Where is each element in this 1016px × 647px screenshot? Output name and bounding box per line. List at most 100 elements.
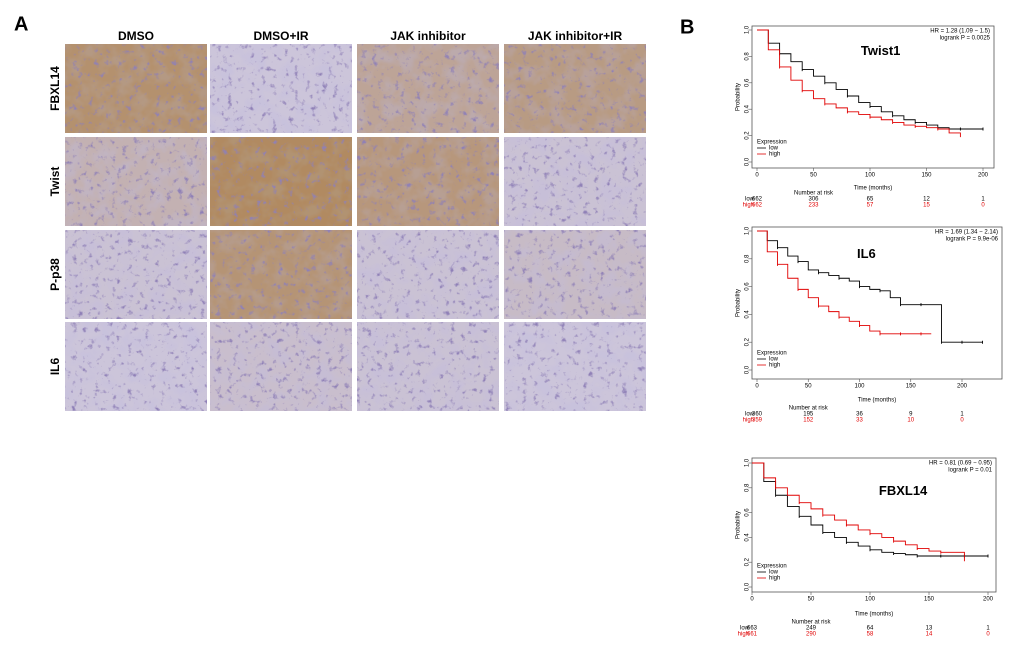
- y-tick-label: 1.0: [745, 458, 751, 467]
- micrograph-tile: [210, 137, 352, 226]
- y-tick-label: 0.6: [745, 282, 751, 291]
- micrograph-tile: [65, 137, 207, 226]
- chart-title: Twist1: [861, 43, 901, 58]
- risk-count: 661: [747, 632, 758, 638]
- risk-count: 9: [909, 412, 913, 418]
- risk-count: 663: [747, 626, 758, 632]
- risk-row-label: high: [743, 418, 754, 424]
- x-tick-label: 150: [924, 597, 935, 603]
- risk-row-label: low: [740, 626, 750, 632]
- x-tick-label: 100: [865, 597, 876, 603]
- y-axis-label: Probability: [736, 511, 742, 539]
- micrograph-tile: [504, 137, 646, 226]
- y-tick-label: 0.8: [745, 52, 751, 61]
- micrograph-tile: [65, 322, 207, 411]
- y-tick-label: 0.0: [745, 157, 751, 166]
- plot-frame: [751, 226, 1003, 380]
- x-axis-label: Time (months): [854, 186, 892, 192]
- risk-count: 306: [808, 197, 819, 203]
- risk-row-label: low: [745, 197, 755, 203]
- x-tick-label: 200: [957, 384, 968, 390]
- legend-label: high: [769, 363, 780, 369]
- risk-count: 0: [981, 203, 985, 209]
- micrograph-tile: [210, 44, 352, 133]
- annotation: HR = 1.28 (1.09 − 1.5): [930, 29, 990, 35]
- risk-count: 58: [867, 632, 874, 638]
- risk-title: Number at risk: [791, 620, 831, 626]
- risk-count: 1: [981, 197, 985, 203]
- risk-count: 57: [867, 203, 874, 209]
- risk-count: 13: [926, 626, 933, 632]
- risk-title: Number at risk: [789, 406, 829, 412]
- plot-frame: [751, 25, 995, 169]
- y-tick-label: 0.0: [745, 365, 751, 374]
- y-tick-label: 0.2: [745, 557, 751, 566]
- risk-count: 249: [806, 626, 817, 632]
- legend-label: high: [769, 152, 780, 158]
- column-header: JAK inhibitor+IR: [528, 29, 623, 43]
- y-tick-label: 0.6: [745, 78, 751, 87]
- risk-count: 152: [803, 418, 814, 424]
- risk-count: 360: [752, 412, 763, 418]
- risk-count: 12: [923, 197, 930, 203]
- risk-count: 10: [907, 418, 914, 424]
- annotation: HR = 0.81 (0.69 − 0.95): [929, 461, 992, 467]
- annotation: logrank P = 9.9e-06: [946, 237, 999, 243]
- x-axis-label: Time (months): [858, 398, 896, 404]
- legend-title: Expression: [757, 564, 787, 570]
- legend-title: Expression: [757, 351, 787, 357]
- x-tick-label: 0: [755, 173, 759, 179]
- column-header: DMSO: [118, 29, 154, 43]
- micrograph-tile: [504, 44, 646, 133]
- x-tick-label: 150: [921, 173, 932, 179]
- risk-count: 662: [752, 203, 763, 209]
- risk-count: 233: [808, 203, 819, 209]
- x-tick-label: 200: [983, 597, 994, 603]
- row-header: IL6: [48, 358, 62, 376]
- y-tick-label: 1.0: [745, 226, 751, 235]
- chart-title: IL6: [857, 246, 876, 261]
- annotation: logrank P = 0.0025: [940, 36, 991, 42]
- y-axis-label: Probability: [736, 289, 742, 317]
- legend-label: high: [769, 576, 780, 582]
- micrograph-tile: [504, 322, 646, 411]
- micrograph-tile: [357, 137, 499, 226]
- risk-count: 64: [867, 626, 874, 632]
- risk-count: 0: [960, 418, 964, 424]
- x-tick-label: 50: [810, 173, 817, 179]
- legend-label: low: [769, 357, 779, 363]
- risk-count: 662: [752, 197, 763, 203]
- y-tick-label: 1.0: [745, 25, 751, 34]
- micrograph-tile: [65, 230, 207, 319]
- row-header: FBXL14: [48, 66, 62, 111]
- risk-count: 290: [806, 632, 817, 638]
- risk-count: 195: [803, 412, 814, 418]
- x-tick-label: 150: [906, 384, 917, 390]
- legend-label: low: [769, 570, 779, 576]
- risk-count: 1: [986, 626, 990, 632]
- micrograph-tile: [357, 322, 499, 411]
- y-axis-label: Probability: [736, 83, 742, 111]
- y-tick-label: 0.0: [745, 582, 751, 591]
- risk-count: 0: [986, 632, 990, 638]
- legend-label: low: [769, 146, 779, 152]
- risk-count: 14: [926, 632, 933, 638]
- x-axis-label: Time (months): [855, 612, 893, 618]
- y-tick-label: 0.4: [745, 104, 751, 113]
- plot-frame: [751, 457, 997, 593]
- micrograph-tile: [210, 230, 352, 319]
- annotation: HR = 1.69 (1.34 − 2.14): [935, 230, 998, 236]
- risk-count: 65: [867, 197, 874, 203]
- risk-count: 15: [923, 203, 930, 209]
- micrograph-tile: [504, 230, 646, 319]
- micrograph-tile: [357, 230, 499, 319]
- x-tick-label: 0: [750, 597, 754, 603]
- micrograph-tile: [357, 44, 499, 133]
- y-tick-label: 0.8: [745, 483, 751, 492]
- row-header: Twist: [48, 167, 62, 197]
- y-tick-label: 0.2: [745, 337, 751, 346]
- micrograph-tile: [210, 322, 352, 411]
- panel-label: B: [680, 16, 694, 38]
- y-tick-label: 0.4: [745, 533, 751, 542]
